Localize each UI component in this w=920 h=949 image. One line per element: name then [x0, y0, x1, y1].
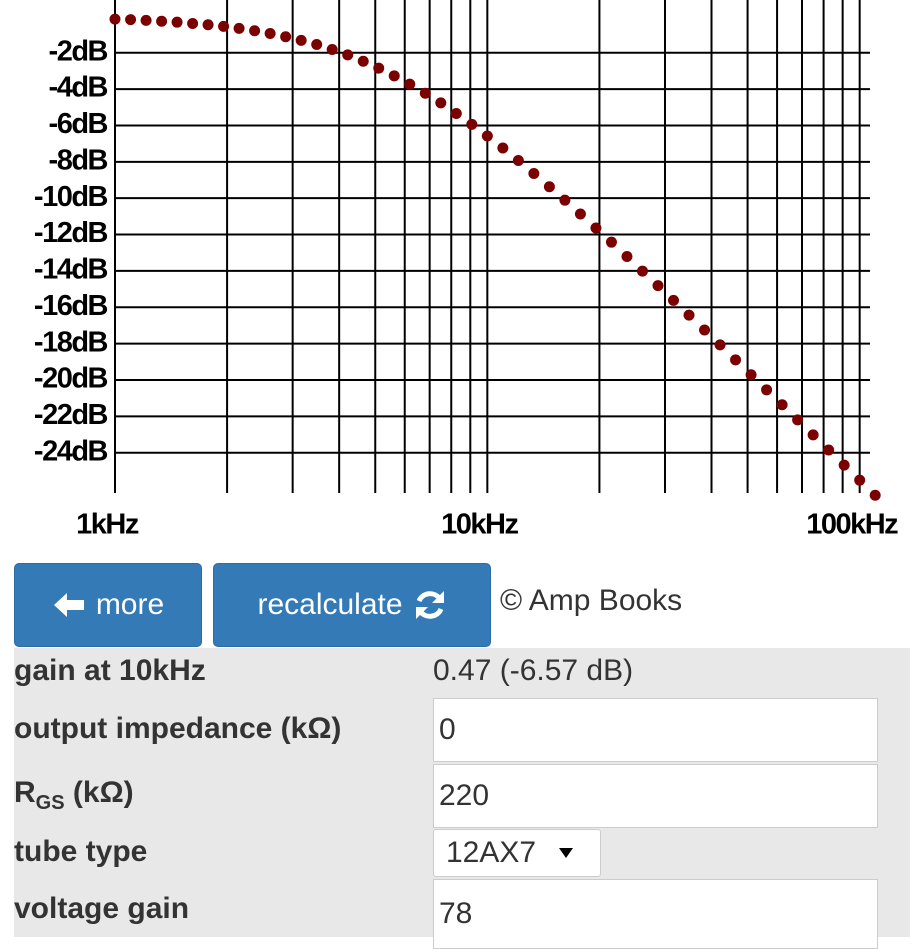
row-label: gain at 10kHz: [14, 654, 206, 687]
y-tick-label: -20dB: [34, 363, 108, 395]
button-label: more: [95, 588, 165, 621]
data-point: [187, 17, 199, 29]
data-point: [233, 22, 245, 34]
data-point: [466, 118, 478, 130]
y-tick-label: -6dB: [49, 108, 108, 140]
data-point: [264, 27, 276, 39]
row-label: RGS (kΩ): [14, 776, 134, 815]
data-point: [202, 19, 214, 31]
select[interactable]: 12AX7: [433, 829, 601, 877]
label-sub: GS: [35, 792, 65, 814]
data-point: [745, 369, 757, 381]
data-point: [295, 34, 307, 46]
data-point: [683, 309, 695, 321]
y-tick-label: -18dB: [34, 326, 108, 358]
data-point: [574, 208, 586, 220]
data-point: [668, 294, 680, 306]
data-point: [249, 25, 261, 37]
data-point: [481, 130, 493, 142]
data-point: [171, 16, 183, 28]
text-input[interactable]: 220: [433, 764, 878, 828]
x-tick-label: 10kHz: [441, 509, 518, 541]
data-point: [311, 39, 323, 51]
label-rest: (kΩ): [64, 776, 134, 809]
data-point: [528, 167, 540, 179]
dropdown-icon: [559, 848, 574, 858]
data-point: [621, 251, 633, 263]
row-value: 0.47 (-6.57 dB): [433, 654, 634, 687]
data-point: [838, 459, 850, 471]
data-point: [869, 489, 881, 501]
data-point: [590, 222, 602, 234]
data-point: [714, 339, 726, 351]
data-point: [450, 107, 462, 119]
data-point: [543, 181, 555, 193]
text-input[interactable]: 78: [433, 879, 878, 949]
arrow-icon: [53, 593, 84, 617]
y-tick-label: -14dB: [34, 254, 108, 286]
data-point: [388, 70, 400, 82]
refresh-icon: [415, 591, 444, 619]
y-tick-label: -8dB: [49, 144, 108, 176]
more-button[interactable]: more: [14, 563, 202, 647]
data-point: [373, 62, 385, 74]
data-point: [342, 49, 354, 61]
y-tick-label: -16dB: [34, 290, 108, 322]
x-tick-label: 1kHz: [76, 509, 139, 541]
text-input[interactable]: 0: [433, 698, 878, 762]
y-tick-label: -22dB: [34, 399, 108, 431]
data-point: [109, 13, 121, 25]
recalculate-button[interactable]: recalculate: [213, 563, 491, 647]
data-point: [730, 354, 742, 366]
data-point: [699, 324, 711, 336]
data-point: [357, 55, 369, 67]
data-point: [792, 414, 804, 426]
copyright: © Amp Books: [500, 584, 683, 617]
data-point: [605, 236, 617, 248]
data-point: [326, 43, 338, 55]
button-label: recalculate: [257, 588, 403, 621]
data-point: [404, 78, 416, 90]
y-tick-label: -24dB: [34, 435, 108, 467]
data-point: [280, 31, 292, 43]
data-point: [652, 280, 664, 292]
y-tick-label: -12dB: [34, 217, 108, 249]
data-point: [807, 429, 819, 441]
data-point: [419, 87, 431, 99]
data-point: [125, 14, 137, 26]
input-value: 78: [439, 897, 473, 930]
row-label: tube type: [14, 835, 148, 868]
data-point: [497, 142, 509, 154]
row-label: output impedance (kΩ): [14, 712, 342, 745]
data-point: [140, 14, 152, 26]
data-point: [559, 194, 571, 206]
data-point: [435, 97, 447, 109]
data-point: [218, 20, 230, 32]
input-value: 0: [439, 713, 456, 746]
label-main: R: [14, 776, 36, 809]
chart: -2dB -4dB -6dB -8dB -10dB -12dB -14dB -16dB -18d…: [34, 0, 900, 541]
data-point: [512, 155, 524, 167]
y-tick-label: -4dB: [49, 72, 108, 104]
row-label: voltage gain: [14, 892, 190, 925]
x-tick-label: 100kHz: [806, 509, 898, 541]
data-point: [854, 474, 866, 486]
y-tick-label: -10dB: [34, 181, 108, 213]
input-value: 220: [439, 779, 490, 812]
data-point: [823, 444, 835, 456]
data-point: [761, 384, 773, 396]
select-value: 12AX7: [446, 836, 537, 869]
data-point: [156, 15, 168, 27]
data-point: [636, 265, 648, 277]
data-point: [776, 399, 788, 411]
y-tick-label: -2dB: [49, 35, 108, 67]
